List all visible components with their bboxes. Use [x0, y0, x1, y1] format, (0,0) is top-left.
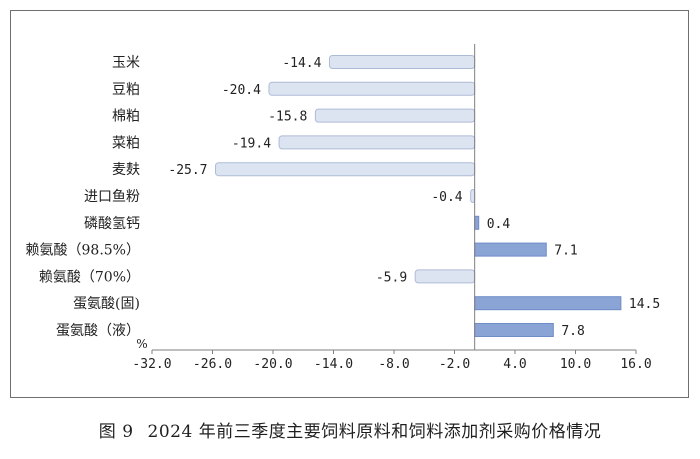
x-tick-label: -32.0	[132, 357, 171, 372]
x-tick-label: 4.0	[503, 357, 526, 372]
bar-8	[414, 269, 476, 284]
bar-7	[474, 242, 547, 257]
category-label: 麦麸	[112, 162, 140, 178]
labels-layer: 玉米 -14.4 豆粕 -20.4 棉粕 -15.8 菜粕 -19.4 麦麸 -25.7 进口鱼粉 -…	[26, 55, 661, 372]
category-label: 赖氨酸（70%）	[39, 269, 140, 285]
value-label: -19.4	[232, 136, 271, 151]
x-tick-label: -20.0	[253, 357, 292, 372]
axis-layer	[151, 44, 637, 354]
value-label: -0.4	[431, 190, 462, 205]
x-tick-label: -8.0	[378, 357, 409, 372]
x-tick-label: 10.0	[560, 357, 591, 372]
x-tick-label: -14.0	[314, 357, 353, 372]
bar-0	[328, 55, 476, 69]
category-label: 豆粕	[112, 82, 140, 98]
x-tick-label: -2.0	[439, 357, 470, 372]
bar-6	[474, 215, 480, 230]
bar-9	[474, 296, 622, 311]
bar-5	[470, 189, 476, 203]
value-label: 7.8	[561, 324, 584, 339]
bar-4	[215, 162, 476, 177]
unit-label: %	[136, 337, 147, 351]
category-label: 棉粕	[112, 108, 140, 125]
bars-layer	[215, 55, 622, 337]
value-label: 14.5	[629, 297, 660, 312]
value-label: 7.1	[554, 244, 577, 259]
category-label: 玉米	[112, 55, 140, 71]
category-label: 磷酸氢钙	[84, 216, 140, 232]
category-label: 进口鱼粉	[84, 188, 140, 205]
value-label: 0.4	[487, 217, 511, 232]
value-label: -20.4	[222, 83, 261, 98]
category-label: 赖氨酸（98.5%）	[26, 243, 140, 259]
figure-number: 图 9	[98, 422, 134, 442]
chart-frame	[10, 10, 689, 398]
category-label: 蛋氨酸（液）	[56, 323, 140, 339]
category-label: 菜粕	[112, 135, 140, 151]
bar-3	[278, 135, 476, 150]
category-label: 蛋氨酸(固)	[73, 296, 140, 312]
x-tick-label: 16.0	[620, 357, 651, 372]
value-label: -15.8	[268, 110, 307, 125]
value-label: -5.9	[376, 270, 407, 285]
value-label: -14.4	[282, 56, 321, 71]
bar-1	[268, 81, 476, 96]
value-label: -25.7	[168, 163, 207, 178]
bar-2	[314, 108, 476, 123]
bar-10	[474, 323, 554, 337]
figure-caption: 图 9 2024 年前三季度主要饲料原料和饲料添加剂采购价格情况	[0, 417, 700, 442]
figure-title: 2024 年前三季度主要饲料原料和饲料添加剂采购价格情况	[147, 422, 602, 442]
x-tick-label: -26.0	[193, 357, 232, 372]
